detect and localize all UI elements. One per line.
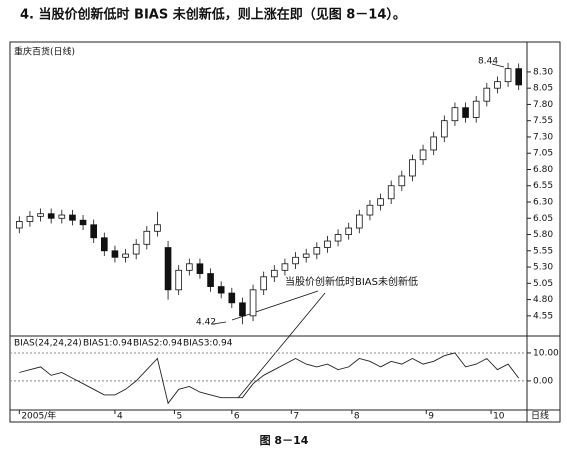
legend-entry: BIAS2:0.94 — [133, 339, 183, 349]
candle-body — [228, 292, 236, 304]
x-tick-label: 8 — [354, 412, 360, 422]
y-tick-label: 8.05 — [533, 84, 553, 94]
y-tick-label: 5.55 — [533, 246, 553, 256]
candle-body — [164, 247, 172, 291]
candle-body — [90, 224, 98, 239]
candle-body — [260, 276, 268, 291]
y-tick-label: 7.05 — [533, 149, 553, 159]
candle-body — [270, 269, 278, 278]
candle-body — [100, 237, 108, 252]
x-tick-label: 9 — [428, 412, 434, 422]
candle-body — [249, 289, 257, 317]
legend-entry: BIAS1:0.94 — [83, 339, 133, 349]
candle-body — [217, 286, 225, 294]
y-tick-label: 4.55 — [533, 311, 553, 321]
y-tick-label: 4.80 — [533, 295, 553, 305]
candle-body — [462, 107, 469, 118]
candle-body — [430, 136, 438, 151]
candle-body — [483, 87, 491, 102]
candle-body — [377, 198, 384, 206]
arrow — [231, 290, 319, 321]
period-label: 日线 — [531, 410, 549, 422]
candle-body — [302, 253, 310, 258]
y-tick-label: 7.30 — [533, 132, 553, 142]
x-tick-label: 6 — [234, 412, 240, 422]
candle-body — [47, 213, 55, 219]
candle-body — [355, 214, 363, 229]
chart-frame — [9, 41, 561, 423]
bias-line — [19, 352, 520, 405]
y-tick-label: 7.55 — [533, 116, 553, 126]
x-tick-label: 4 — [117, 412, 123, 422]
arrow — [212, 321, 227, 325]
candle-body — [69, 214, 76, 221]
candle-body — [515, 68, 523, 86]
y-tick-label: 5.05 — [533, 279, 553, 289]
y-tick-label: 7.80 — [533, 100, 553, 110]
y-tick-label: 6.80 — [533, 165, 553, 175]
y-tick-label: 6.05 — [533, 214, 553, 224]
candle-body — [334, 234, 342, 242]
candle-body — [345, 227, 353, 235]
x-tick-label: 2005/年 — [21, 410, 56, 422]
candle-body — [281, 263, 289, 271]
candle-body — [37, 213, 44, 217]
x-tick-label: 5 — [176, 412, 182, 422]
candle-body — [111, 250, 119, 258]
candle-body — [26, 215, 34, 222]
candle-body — [154, 224, 161, 232]
candle-body — [472, 100, 480, 118]
candle-body — [440, 120, 448, 138]
y-tick-label: 6.55 — [533, 181, 553, 191]
candle-body — [58, 214, 66, 219]
y-tick-label: 5.80 — [533, 230, 553, 240]
annotation: 8.44 — [478, 57, 498, 67]
candle-body — [409, 159, 416, 177]
y-tick-label: 0.00 — [533, 376, 553, 386]
candle-body — [175, 269, 183, 291]
candle-body — [387, 185, 395, 200]
bias-title: BIAS(24,24,24) — [14, 339, 82, 349]
arrow — [237, 292, 326, 399]
annotation: 4.42 — [196, 318, 216, 328]
caption: 图 8－14 — [260, 434, 309, 447]
arrow — [491, 63, 505, 68]
x-tick-label: 10 — [493, 412, 505, 422]
candle-body — [15, 221, 23, 229]
chart-title: 重庆百货(日线) — [14, 46, 75, 58]
y-tick-label: 5.30 — [533, 263, 553, 273]
candle-body — [398, 175, 406, 187]
heading: 4. 当股价创新低时 BIAS 未创新低，则上涨在即（见图 8－14）。 — [20, 7, 406, 23]
candle-body — [494, 81, 501, 89]
y-tick-label: 10.00 — [533, 348, 559, 358]
legend-entry: BIAS3:0.94 — [183, 339, 233, 349]
y-tick-label: 8.30 — [533, 67, 553, 77]
candle-body — [207, 273, 214, 287]
candle-body — [324, 240, 331, 248]
candle-body — [451, 107, 459, 122]
candle-body — [185, 263, 193, 271]
candle-body — [313, 247, 321, 255]
candle-body — [239, 302, 246, 317]
candle-body — [132, 243, 140, 255]
candle-body — [366, 204, 374, 216]
x-tick-label: 7 — [293, 412, 299, 422]
candle-body — [419, 149, 427, 161]
y-tick-label: 6.30 — [533, 198, 553, 208]
annotation-arrows — [212, 63, 505, 399]
candle-body — [196, 263, 204, 274]
candle-body — [504, 68, 512, 83]
candle-body — [292, 256, 299, 265]
candle-body — [143, 230, 151, 245]
candle-body — [79, 219, 87, 226]
candle-body — [122, 253, 129, 258]
annotation: 当股价创新低时BIAS未创新低 — [285, 275, 418, 288]
